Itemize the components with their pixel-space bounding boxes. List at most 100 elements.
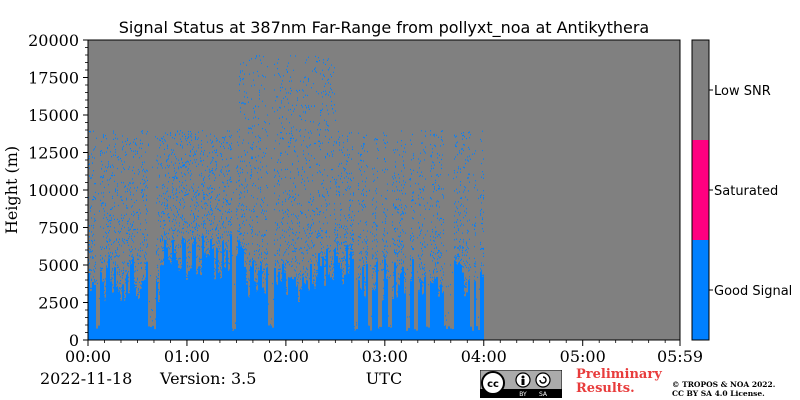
good-signal-speck	[215, 161, 216, 163]
good-signal-speck	[403, 212, 404, 214]
good-signal-speck	[266, 229, 267, 232]
good-signal-speck	[287, 295, 288, 297]
good-signal-speck	[328, 78, 329, 80]
good-signal-speck	[342, 277, 343, 279]
good-signal-speck	[241, 209, 242, 211]
good-signal-speck	[217, 242, 218, 244]
good-signal-speck	[334, 209, 335, 211]
good-signal-speck	[109, 258, 110, 260]
good-signal-speck	[187, 274, 188, 277]
good-signal-speck	[386, 241, 387, 243]
good-signal-speck	[288, 277, 289, 279]
good-signal-speck	[156, 186, 157, 188]
good-signal-speck	[112, 269, 113, 271]
good-signal-speck	[286, 118, 287, 120]
good-signal-speck	[91, 231, 92, 233]
good-signal-speck	[278, 58, 279, 60]
good-signal-speck	[146, 222, 147, 224]
good-signal-speck	[334, 240, 335, 242]
good-signal-speck	[248, 297, 249, 300]
good-signal-speck	[316, 236, 317, 238]
good-signal-column	[308, 290, 310, 340]
good-signal-speck	[466, 137, 467, 140]
good-signal-speck	[145, 171, 146, 173]
good-signal-speck	[161, 216, 162, 218]
good-signal-speck	[242, 215, 243, 218]
good-signal-speck	[301, 289, 302, 291]
good-signal-speck	[117, 266, 118, 269]
good-signal-speck	[139, 298, 140, 300]
good-signal-speck	[336, 190, 337, 192]
good-signal-speck	[419, 264, 420, 266]
good-signal-speck	[212, 146, 213, 148]
good-signal-speck	[155, 297, 156, 300]
good-signal-speck	[208, 199, 209, 201]
good-signal-speck	[135, 281, 136, 284]
good-signal-speck	[275, 175, 276, 177]
good-signal-speck	[293, 126, 294, 128]
good-signal-speck	[277, 275, 278, 277]
good-signal-speck	[167, 145, 168, 148]
good-signal-speck	[430, 205, 431, 207]
good-signal-speck	[305, 119, 306, 122]
good-signal-speck	[161, 212, 162, 214]
good-signal-speck	[204, 220, 205, 222]
good-signal-speck	[434, 258, 435, 260]
good-signal-speck	[344, 177, 345, 179]
good-signal-speck	[245, 248, 246, 250]
good-signal-speck	[383, 139, 384, 141]
good-signal-speck	[309, 108, 310, 110]
good-signal-speck	[296, 266, 297, 268]
good-signal-speck	[366, 236, 367, 238]
good-signal-speck	[185, 191, 186, 194]
good-signal-speck	[237, 170, 238, 172]
good-signal-speck	[173, 149, 174, 151]
good-signal-speck	[129, 293, 130, 295]
good-signal-column	[98, 325, 100, 340]
good-signal-speck	[129, 233, 130, 235]
good-signal-speck	[475, 232, 476, 234]
good-signal-speck	[372, 257, 373, 260]
good-signal-speck	[157, 155, 158, 157]
good-signal-speck	[244, 243, 245, 245]
good-signal-speck	[303, 150, 304, 152]
good-signal-speck	[228, 170, 229, 172]
good-signal-speck	[358, 236, 359, 238]
good-signal-column	[88, 273, 90, 340]
good-signal-speck	[480, 243, 481, 246]
good-signal-speck	[307, 228, 308, 231]
good-signal-speck	[255, 185, 256, 187]
good-signal-speck	[145, 268, 146, 270]
good-signal-speck	[173, 230, 174, 232]
good-signal-speck	[481, 262, 482, 264]
good-signal-speck	[418, 254, 419, 256]
good-signal-speck	[229, 208, 230, 211]
good-signal-speck	[295, 257, 296, 259]
good-signal-speck	[239, 194, 240, 196]
good-signal-speck	[277, 239, 278, 241]
good-signal-speck	[314, 211, 315, 213]
good-signal-speck	[393, 238, 394, 240]
good-signal-speck	[436, 134, 437, 136]
good-signal-speck	[292, 104, 293, 107]
good-signal-speck	[413, 235, 414, 237]
good-signal-speck	[439, 290, 440, 292]
good-signal-speck	[122, 149, 123, 151]
good-signal-speck	[138, 249, 139, 251]
good-signal-speck	[165, 174, 166, 176]
good-signal-speck	[138, 293, 139, 296]
good-signal-speck	[158, 247, 159, 250]
good-signal-speck	[387, 252, 388, 254]
good-signal-speck	[250, 127, 251, 129]
good-signal-speck	[160, 238, 161, 240]
good-signal-speck	[191, 186, 192, 188]
good-signal-speck	[257, 221, 258, 224]
good-signal-speck	[243, 83, 244, 85]
good-signal-speck	[354, 328, 355, 330]
good-signal-speck	[204, 193, 205, 196]
good-signal-speck	[226, 200, 227, 203]
good-signal-speck	[292, 164, 293, 166]
good-signal-speck	[394, 190, 395, 192]
good-signal-speck	[113, 138, 114, 140]
good-signal-speck	[207, 165, 208, 168]
